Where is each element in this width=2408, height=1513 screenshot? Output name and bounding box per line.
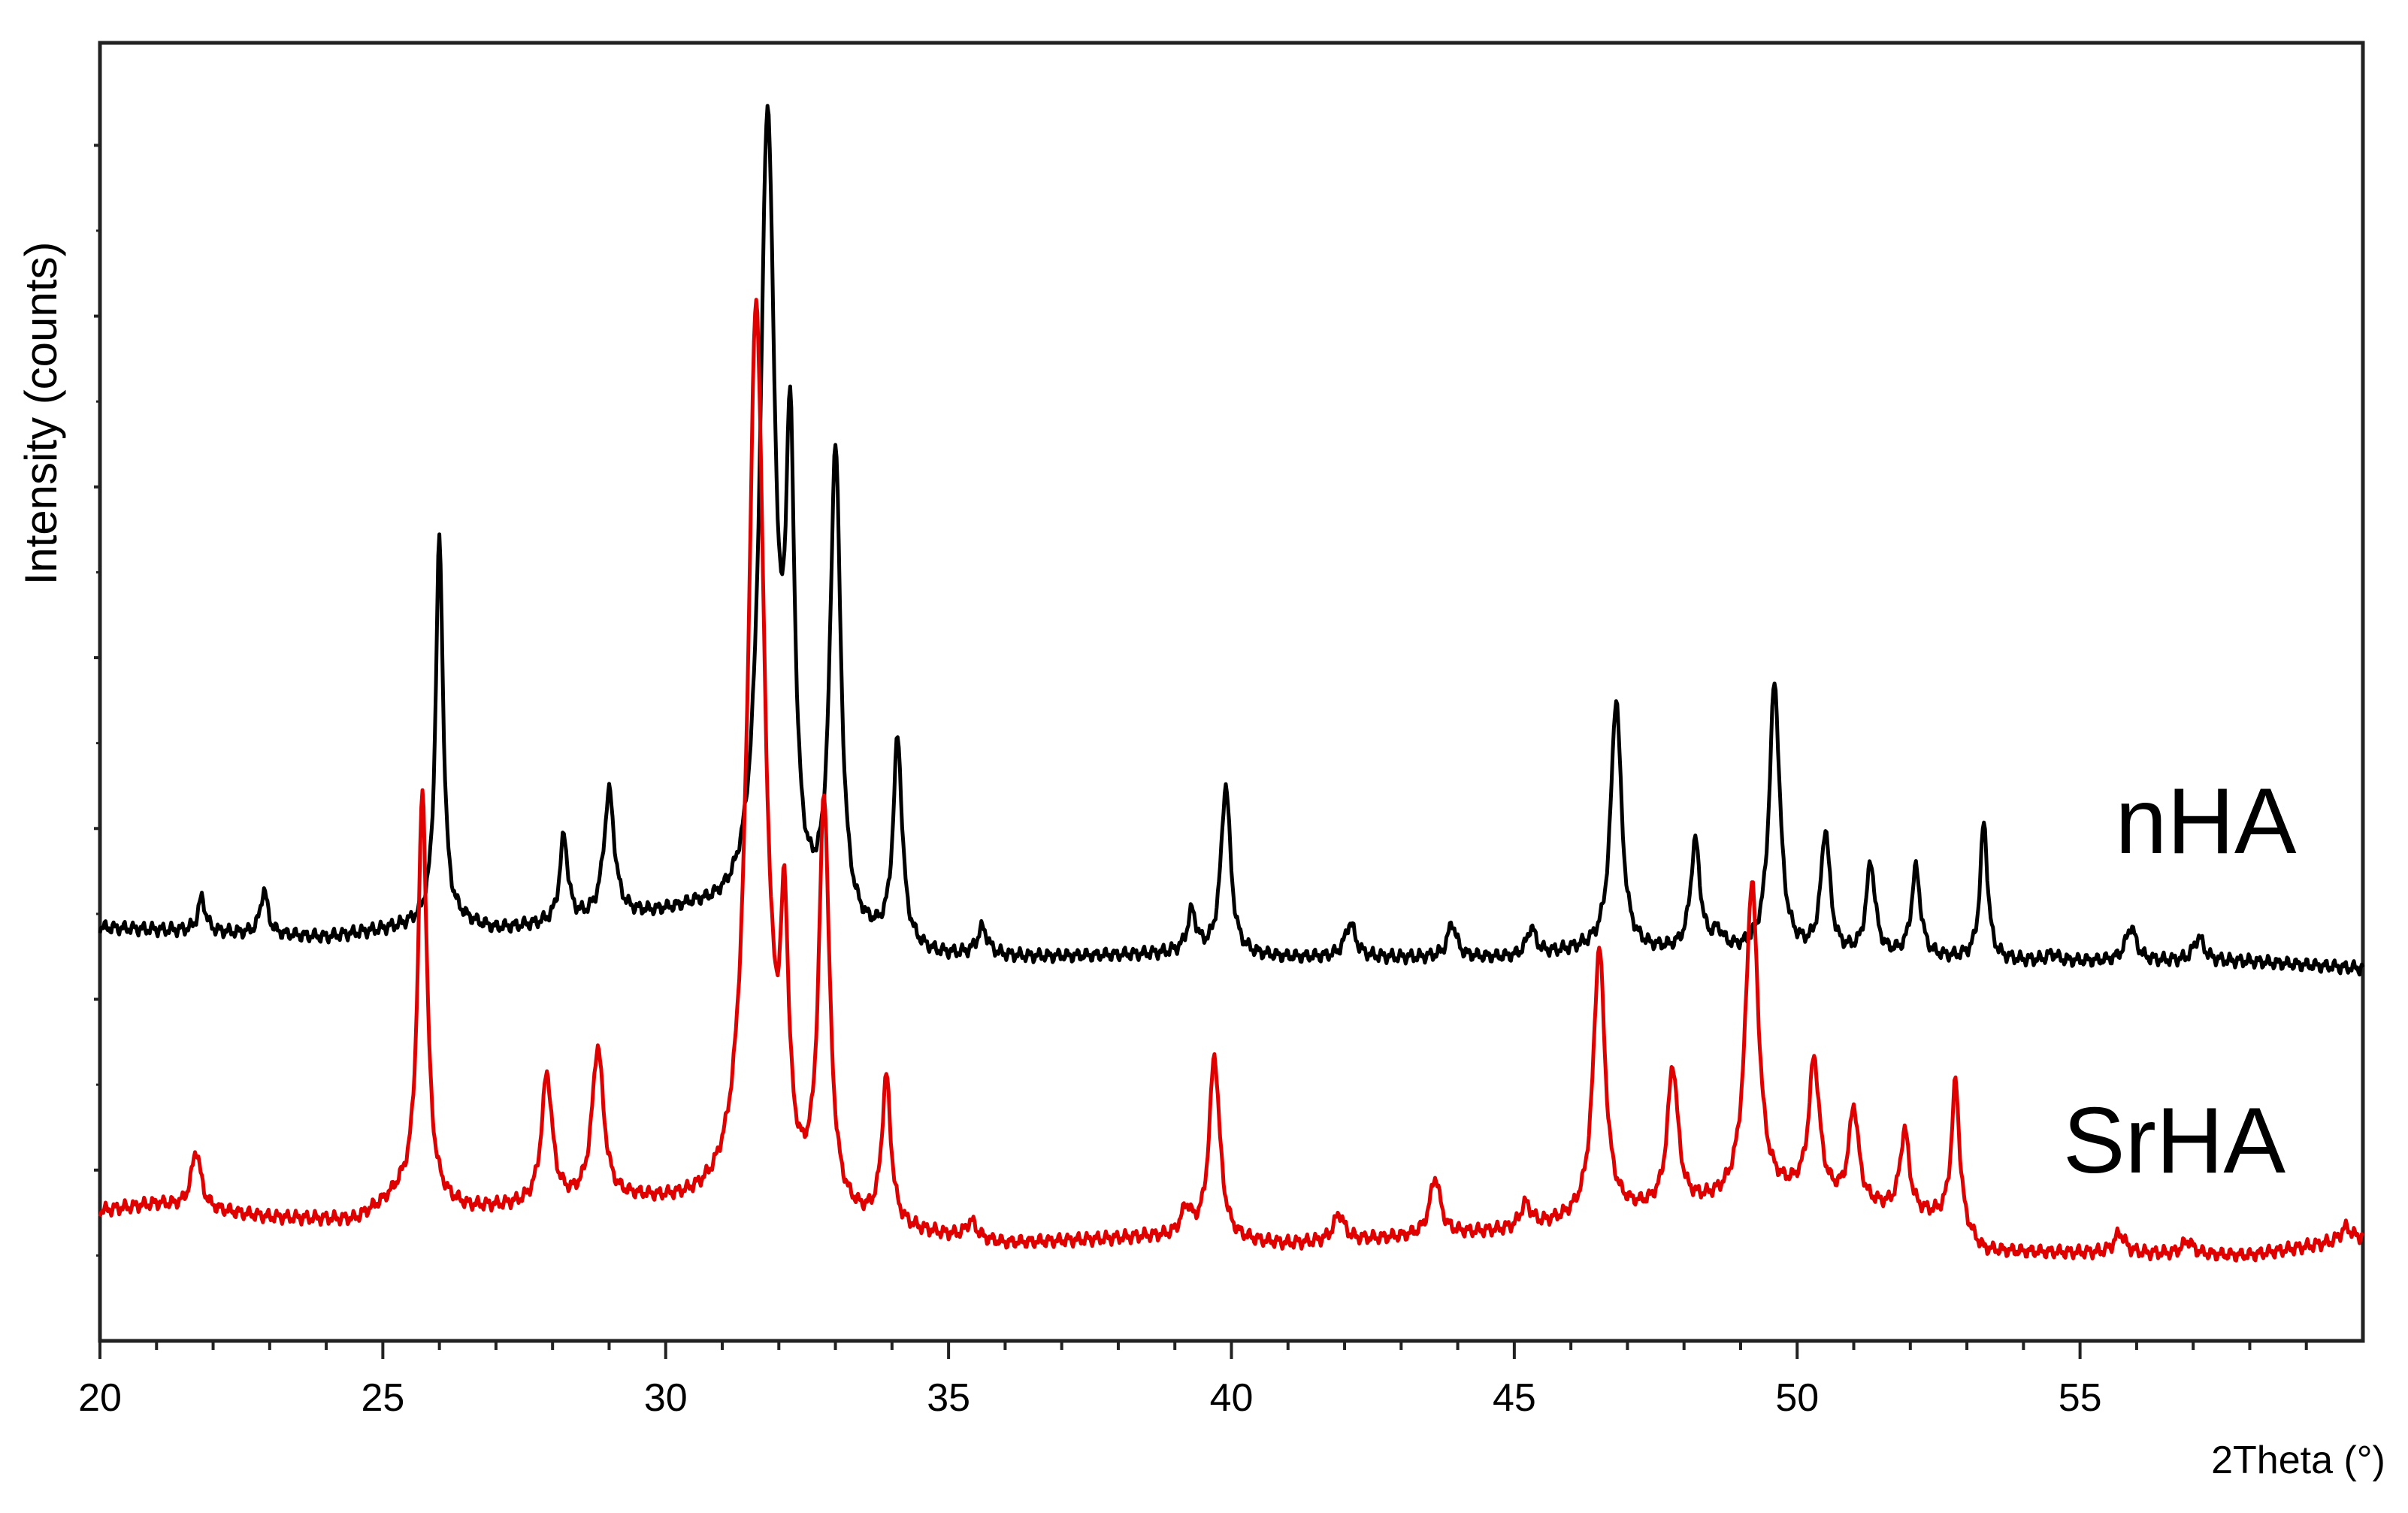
y-axis-ticks [94,144,100,1257]
x-tick-label: 20 [78,1376,122,1420]
x-tick-label: 50 [1775,1376,1819,1420]
x-tick-label: 45 [1493,1376,1536,1420]
x-tick-label: 30 [644,1376,688,1420]
series-label-srha: SrHA [2063,1089,2286,1193]
x-tick-label: 55 [2059,1376,2102,1420]
series-label-nha: nHA [2115,770,2297,873]
x-tick-label: 35 [927,1376,970,1420]
series-layer [98,104,2365,1263]
y-axis-label: Intensity (counts) [16,242,66,586]
x-tick-label: 25 [361,1376,404,1420]
x-axis-ticks: 20 25 30 35 40 45 50 55 [78,1341,2308,1420]
x-tick-label: 40 [1210,1376,1254,1420]
series-line-nha [98,104,2365,977]
series-line-srha [98,298,2365,1263]
x-axis-label: 2Theta (°) [2211,1439,2385,1482]
plot-frame [98,41,2365,1343]
